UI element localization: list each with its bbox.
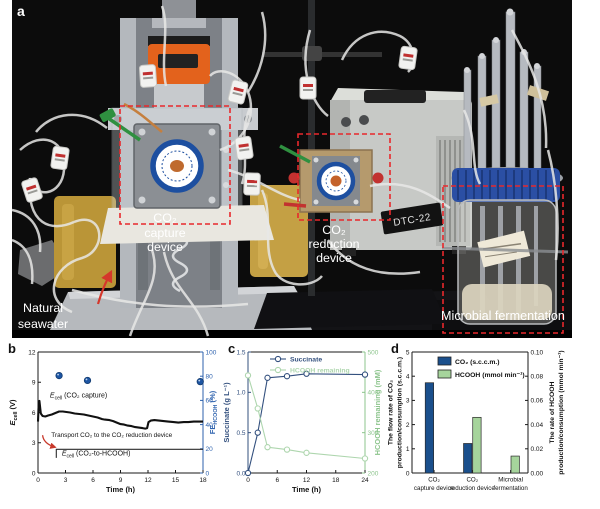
svg-text:Ecell (CO₂ capture): Ecell (CO₂ capture) — [50, 392, 107, 401]
svg-text:300: 300 — [368, 430, 379, 437]
natural-seawater-arrow — [96, 269, 113, 305]
svg-text:1: 1 — [406, 446, 410, 453]
svg-text:FEHCOOH (%): FEHCOOH (%) — [208, 390, 219, 434]
svg-text:0.0: 0.0 — [236, 470, 245, 477]
svg-text:24: 24 — [361, 477, 369, 484]
svg-text:0.06: 0.06 — [531, 398, 544, 405]
svg-text:device: device — [316, 251, 352, 265]
svg-text:Time (h): Time (h) — [106, 485, 136, 494]
svg-text:6: 6 — [275, 477, 279, 484]
svg-text:The rate of HCOOH: The rate of HCOOH — [549, 381, 556, 443]
panel-a-photo: DTC-22 — [12, 0, 572, 338]
svg-text:capture device: capture device — [414, 485, 455, 492]
svg-text:9: 9 — [32, 380, 36, 387]
svg-text:Microbial: Microbial — [498, 477, 523, 484]
svg-text:Transport CO₂ to the CO₂ reduc: Transport CO₂ to the CO₂ reduction devic… — [51, 432, 172, 439]
svg-text:15: 15 — [172, 477, 180, 484]
svg-text:Time (h): Time (h) — [292, 485, 322, 494]
svg-text:CO₂: CO₂ — [466, 477, 478, 484]
svg-text:18: 18 — [199, 477, 207, 484]
svg-text:40: 40 — [206, 422, 214, 429]
svg-text:CO₂: CO₂ — [153, 211, 177, 225]
fermenter-highlight — [442, 185, 564, 334]
panel-a-label: a — [17, 3, 25, 19]
reduction-cell-highlight — [297, 133, 391, 221]
panel-d-chart: 0 1 2 3 4 5 0.00 0.02 0.04 0.06 0.08 0.10 The flow r… — [388, 349, 566, 492]
svg-text:0: 0 — [32, 470, 36, 477]
svg-text:80: 80 — [206, 374, 214, 381]
svg-text:0.08: 0.08 — [531, 374, 544, 381]
svg-text:20: 20 — [206, 446, 214, 453]
svg-text:1.5: 1.5 — [236, 349, 245, 356]
svg-text:60: 60 — [206, 398, 214, 405]
svg-text:production/consumption (mmol m: production/consumption (mmol min⁻¹) — [558, 350, 565, 474]
svg-text:Succinate (g L⁻¹): Succinate (g L⁻¹) — [222, 382, 231, 443]
svg-text:0.02: 0.02 — [531, 446, 544, 453]
svg-text:1.0: 1.0 — [236, 390, 245, 397]
svg-text:reduction device: reduction device — [450, 485, 496, 492]
svg-text:capture: capture — [144, 226, 185, 240]
svg-text:12: 12 — [28, 349, 36, 356]
svg-text:HCOOH (mmol min⁻¹): HCOOH (mmol min⁻¹) — [455, 372, 525, 379]
svg-text:production/consumption (s.c.c.: production/consumption (s.c.c.m.) — [397, 357, 404, 468]
seawater-jug-left — [54, 196, 116, 288]
svg-text:6: 6 — [91, 477, 95, 484]
svg-text:0.10: 0.10 — [531, 349, 544, 356]
svg-text:400: 400 — [368, 390, 379, 397]
svg-text:The flow rate of CO₂: The flow rate of CO₂ — [388, 380, 395, 445]
co2-reduction-cell — [279, 144, 384, 213]
svg-text:9: 9 — [119, 477, 123, 484]
co2-capture-cell — [99, 102, 274, 244]
svg-text:0.00: 0.00 — [531, 470, 544, 477]
svg-text:0: 0 — [36, 477, 40, 484]
svg-text:Natural: Natural — [23, 301, 63, 315]
svg-text:Microbial fermentation: Microbial fermentation — [441, 309, 565, 323]
svg-text:0.04: 0.04 — [531, 422, 544, 429]
svg-text:18: 18 — [332, 477, 340, 484]
svg-text:seawater: seawater — [18, 317, 68, 331]
panel-c-chart: 0 6 12 18 24 0.0 0.5 1.0 1.5 200 300 400 500 Time (h)… — [222, 349, 382, 494]
fermenter-liquid — [462, 284, 552, 320]
photo-labels: a CO₂ capture device Natural seawater CO… — [17, 3, 565, 331]
svg-text:200: 200 — [368, 470, 379, 477]
panel-d-label: d — [391, 341, 399, 356]
svg-text:0.5: 0.5 — [236, 430, 245, 437]
svg-text:0: 0 — [406, 470, 410, 477]
svg-text:500: 500 — [368, 349, 379, 356]
svg-text:3: 3 — [32, 440, 36, 447]
capture-cell-highlight — [119, 105, 231, 225]
inline-valves — [21, 45, 418, 203]
svg-text:100: 100 — [206, 349, 217, 356]
svg-text:0: 0 — [246, 477, 250, 484]
svg-text:3: 3 — [64, 477, 68, 484]
svg-text:2: 2 — [406, 422, 410, 429]
panel-c-label: c — [228, 341, 236, 356]
svg-text:0: 0 — [206, 470, 210, 477]
svg-text:HCOOH remaining: HCOOH remaining — [290, 367, 350, 374]
svg-text:Ecell (V): Ecell (V) — [8, 399, 19, 426]
svg-text:Ecell (CO₂-to-HCOOH): Ecell (CO₂-to-HCOOH) — [62, 450, 131, 459]
svg-text:CO₂: CO₂ — [428, 477, 440, 484]
panel-b-label: b — [8, 341, 16, 356]
svg-text:5: 5 — [406, 349, 410, 356]
svg-text:12: 12 — [144, 477, 152, 484]
svg-text:Succinate: Succinate — [290, 356, 322, 363]
svg-text:CO₂: CO₂ — [322, 223, 346, 237]
svg-text:fermentation: fermentation — [493, 485, 528, 492]
svg-text:device: device — [147, 240, 183, 254]
svg-text:reduction: reduction — [309, 237, 360, 251]
svg-text:4: 4 — [406, 374, 410, 381]
svg-text:6: 6 — [32, 410, 36, 417]
chiller-model-badge: DTC-22 — [380, 202, 444, 235]
highlight-boxes — [119, 105, 564, 334]
svg-text:12: 12 — [303, 477, 311, 484]
svg-text:3: 3 — [406, 398, 410, 405]
svg-text:HCOOH remaining (mM): HCOOH remaining (mM) — [373, 369, 382, 455]
svg-text:CO₂ (s.c.c.m.): CO₂ (s.c.c.m.) — [455, 359, 500, 366]
